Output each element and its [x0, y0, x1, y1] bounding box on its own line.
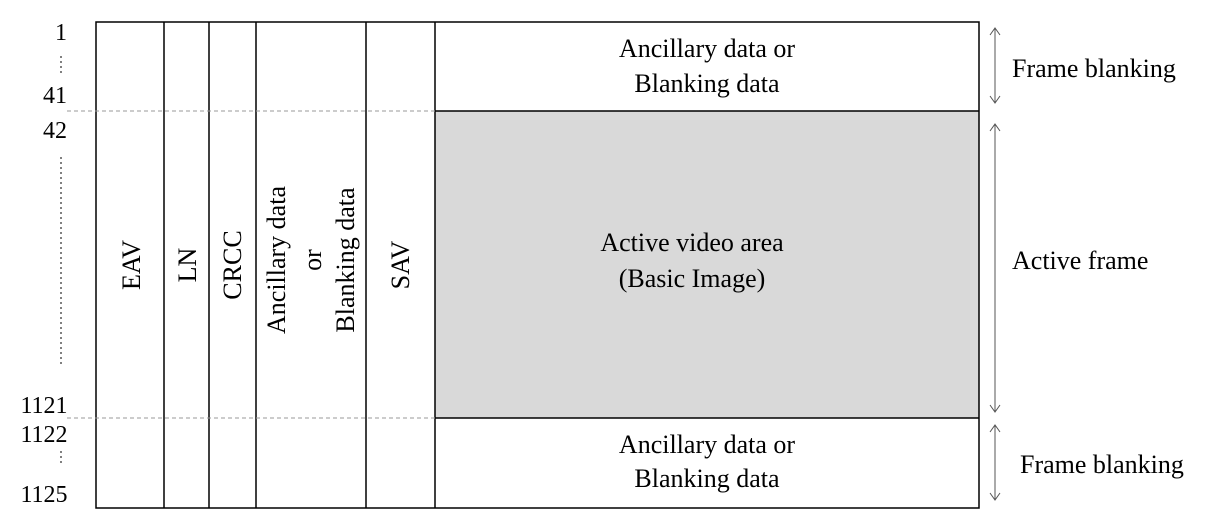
arrow-active-frame	[989, 123, 1001, 413]
line-number-top-blank-end: 41	[43, 83, 67, 109]
top-region-line2: Blanking data	[634, 69, 780, 98]
top-region-line1: Ancillary data or	[619, 34, 795, 63]
column-label-crcc: CRCC	[218, 230, 247, 299]
active-video-area	[435, 111, 979, 418]
active-region-line1: Active video area	[600, 228, 784, 257]
column-label-ancillary-line1: Ancillary data	[262, 186, 291, 334]
column-label-ancillary-line2: or	[298, 249, 327, 271]
line-number-bottom-blank-start: 1122	[20, 422, 67, 448]
column-label-eav: EAV	[117, 240, 146, 290]
side-label-active-frame: Active frame	[1012, 246, 1148, 275]
line-number-active-end: 1121	[20, 393, 67, 419]
column-label-sav: SAV	[386, 240, 415, 289]
bottom-region-line1: Ancillary data or	[619, 430, 795, 459]
bottom-region-line2: Blanking data	[634, 464, 780, 493]
side-label-frame-blanking-top: Frame blanking	[1012, 54, 1176, 83]
column-label-ln: LN	[173, 247, 202, 282]
column-label-ancillary-line3: Blanking data	[331, 187, 360, 333]
line-number-active-start: 42	[43, 118, 67, 144]
frame-outline	[95, 21, 980, 509]
line-number-last: 1125	[20, 482, 67, 508]
arrow-frame-blanking-bottom	[989, 424, 1001, 501]
line-number-first: 1	[55, 20, 67, 46]
arrow-frame-blanking-top	[989, 27, 1001, 104]
side-label-frame-blanking-bottom: Frame blanking	[1020, 450, 1184, 479]
active-region-line2: (Basic Image)	[619, 264, 766, 293]
